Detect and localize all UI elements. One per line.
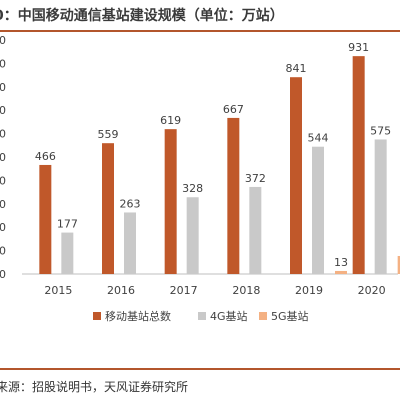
source-note: 来源：招股说明书，天风证券研究所 [0,378,188,395]
data-label: 931 [348,41,369,54]
bar [374,139,387,274]
y-tick-label: 700 [0,104,6,117]
y-tick-label: 500 [0,151,6,164]
y-tick-label: 600 [0,128,6,141]
title-rule [0,30,400,32]
source-prefix: 来源： [0,380,33,394]
bar [186,197,199,274]
bar [290,77,302,275]
bar-chart: 0 100 200 300 400 500 600 700 800 900 1000 466 177 20… [0,36,400,323]
y-tick-label: 0 [0,268,6,281]
bar [352,56,365,275]
bar [61,232,74,274]
bar [39,164,52,274]
x-tick-label: 2016 [107,284,135,297]
bar [312,146,324,274]
y-tick-label: 900 [0,57,6,70]
x-tick-label: 2017 [170,284,198,297]
y-tick-label: 300 [0,198,6,211]
legend-label: 4G基站 [210,309,248,323]
bar [335,270,347,274]
data-label: 466 [35,150,56,163]
chart-title: 0：中国移动通信基站建设规模（单位：万站） [0,5,284,25]
data-label: 328 [182,182,203,195]
data-label: 544 [308,132,329,145]
data-label: 372 [245,172,266,185]
data-label: 575 [370,124,391,137]
figure-number: 0： [0,8,18,24]
bar [102,143,114,274]
y-tick-label: 200 [0,221,6,234]
bar [397,255,400,274]
source-text: 招股说明书，天风证券研究所 [32,380,189,394]
y-tick-label: 800 [0,81,6,94]
x-tick-label: 2019 [295,284,323,297]
legend-label: 移动基站总数 [105,309,171,323]
y-tick-label: 400 [0,174,6,187]
bar [124,212,136,274]
bar [227,117,240,274]
legend-swatch [93,312,101,320]
data-label: 841 [286,62,307,75]
data-label: 559 [98,128,119,141]
data-label: 263 [120,197,141,210]
data-label: 177 [57,218,78,231]
x-tick-label: 2018 [232,284,260,297]
legend-label: 5G基站 [271,309,309,323]
legend-swatch [259,312,267,320]
y-tick-label: 1000 [0,36,6,47]
y-tick-label: 100 [0,245,6,258]
chart-title-text: 中国移动通信基站建设规模（单位：万站） [17,8,284,24]
bar [164,129,177,274]
legend-swatch [198,312,206,320]
data-label: 667 [223,103,244,116]
source-rule [0,368,400,370]
x-tick-label: 2015 [44,284,72,297]
data-label: 619 [160,114,181,127]
bar [249,186,262,274]
data-label: 13 [334,256,348,269]
x-tick-label: 2020 [358,284,386,297]
